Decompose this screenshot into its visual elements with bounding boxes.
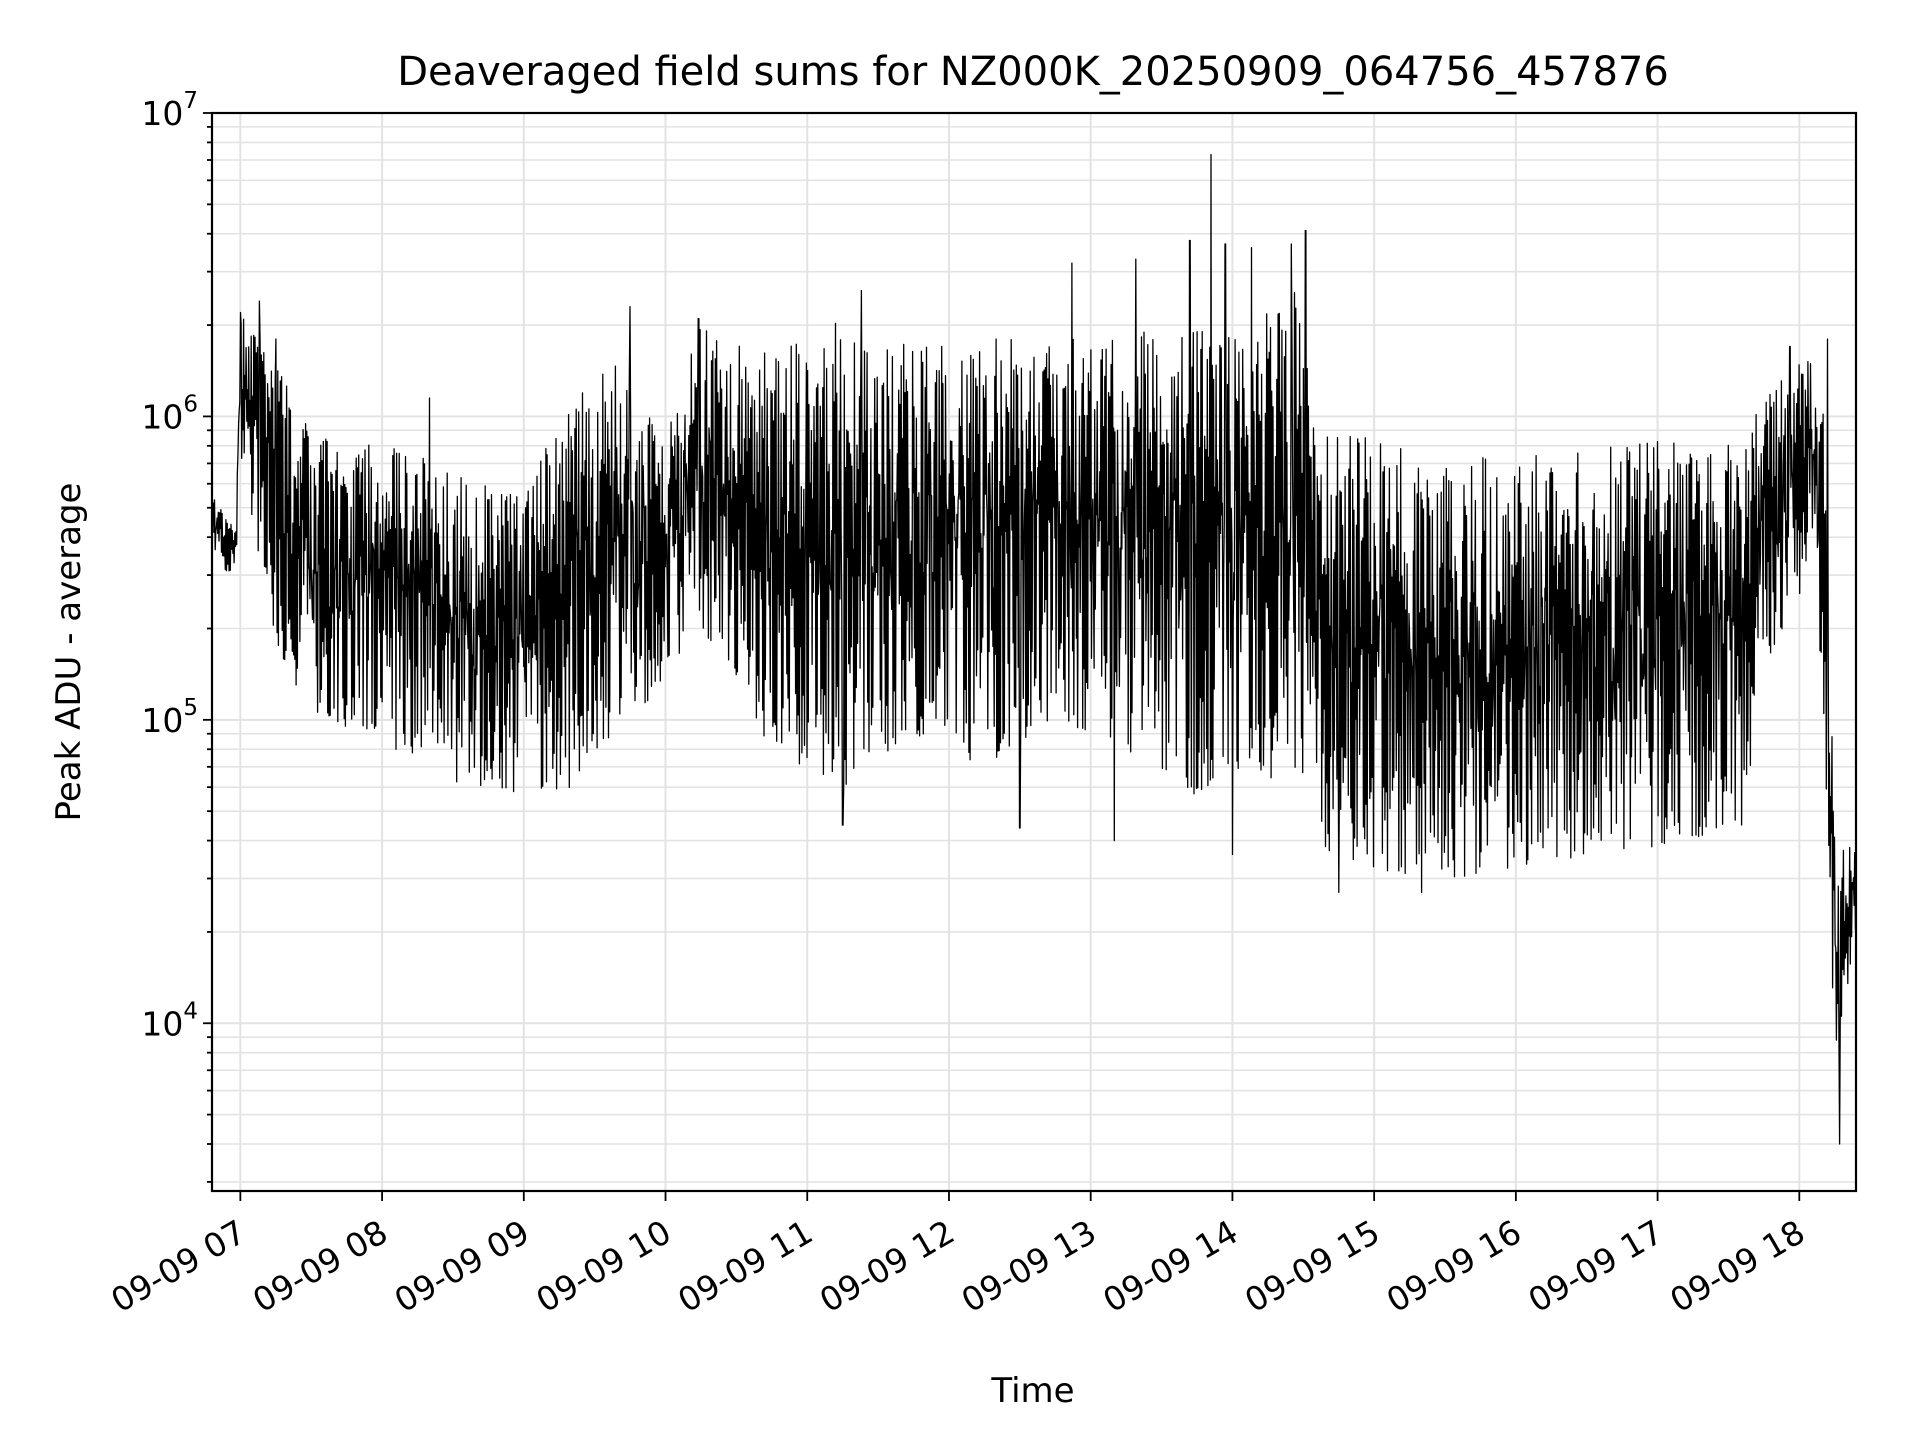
y-tick-label: 107 xyxy=(141,88,198,133)
y-tick-exponent: 4 xyxy=(183,998,198,1024)
y-tick-base: 10 xyxy=(141,1004,183,1043)
y-tick-label: 106 xyxy=(141,391,198,436)
series-trace xyxy=(211,153,1857,1145)
y-tick-base: 10 xyxy=(141,397,183,436)
y-tick-label: 105 xyxy=(141,695,198,740)
y-tick-base: 10 xyxy=(141,94,183,133)
y-tick-base: 10 xyxy=(141,701,183,740)
series-line xyxy=(211,153,1857,1145)
y-tick-exponent: 5 xyxy=(183,695,198,721)
x-axis-label: Time xyxy=(990,1371,1074,1411)
y-axis-label: Peak ADU - average xyxy=(49,483,89,822)
y-tick-exponent: 6 xyxy=(183,391,198,417)
y-tick-exponent: 7 xyxy=(183,88,198,114)
chart-title: Deaveraged field sums for NZ000K_2025090… xyxy=(397,49,1669,95)
y-tick-label: 104 xyxy=(141,998,198,1043)
plot-frame xyxy=(210,111,1858,1193)
